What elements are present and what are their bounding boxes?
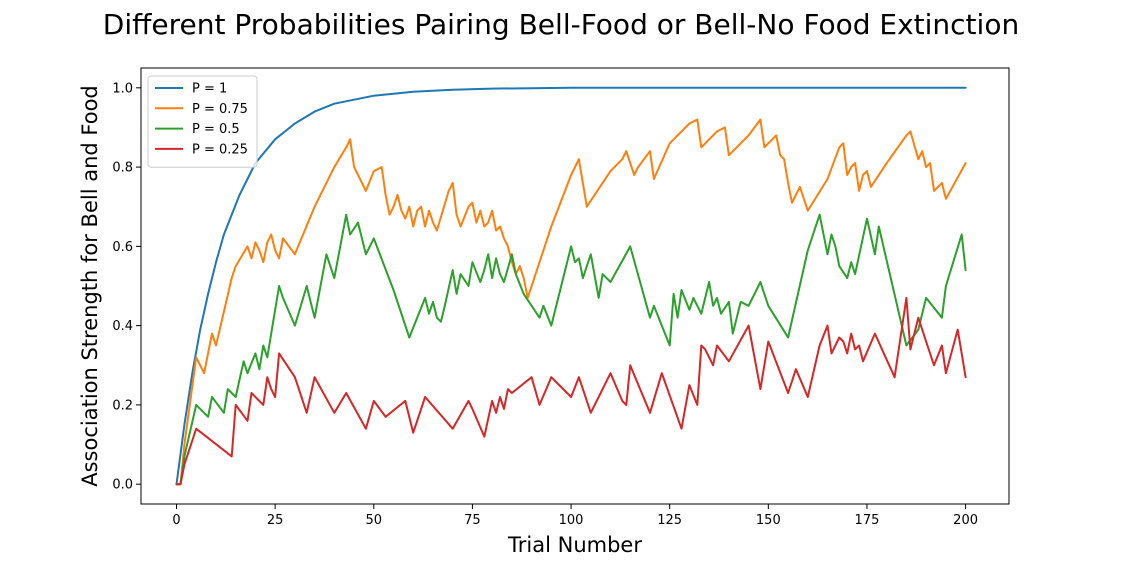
y-tick-label: 1.0 [112, 81, 133, 96]
x-tick-label: 150 [756, 513, 781, 528]
x-tick-label: 125 [657, 513, 682, 528]
y-tick-label: 0.6 [112, 240, 133, 255]
series-line-1 [175, 86, 967, 486]
legend-label: P = 1 [192, 82, 227, 97]
x-tick-label: 100 [559, 513, 584, 528]
legend-box [147, 75, 258, 168]
y-axis: 0.0 0.2 0.4 0.6 0.8 1.0 [112, 81, 141, 493]
y-tick-label: 0.2 [112, 398, 133, 413]
x-axis: 0 25 50 75 100 125 150 175 200 [172, 504, 978, 528]
series-layer [175, 86, 967, 486]
y-axis-label: Association Strength for Bell and Food [78, 85, 102, 487]
x-tick-label: 175 [855, 513, 880, 528]
x-tick-label: 75 [464, 513, 481, 528]
legend-label: P = 0.75 [192, 102, 248, 117]
y-tick-label: 0.8 [112, 161, 133, 176]
legend-label: P = 0.5 [192, 122, 240, 137]
plot-frame [140, 67, 1010, 505]
y-tick-label: 0.0 [112, 478, 133, 493]
legend: P = 1 P = 0.75 P = 0.5 P = 0.25 [147, 75, 258, 168]
chart-title: Different Probabilities Pairing Bell-Foo… [103, 8, 1019, 41]
series-line-3 [175, 213, 967, 486]
legend-label: P = 0.25 [192, 142, 248, 157]
x-tick-label: 200 [953, 513, 978, 528]
series-line-4 [175, 296, 967, 486]
x-tick-label: 0 [172, 513, 180, 528]
series-line-2 [175, 118, 967, 486]
x-tick-label: 25 [267, 513, 284, 528]
x-axis-label: Trial Number [507, 533, 642, 557]
x-tick-label: 50 [366, 513, 383, 528]
y-tick-label: 0.4 [112, 319, 133, 334]
plot-area [140, 67, 1010, 505]
